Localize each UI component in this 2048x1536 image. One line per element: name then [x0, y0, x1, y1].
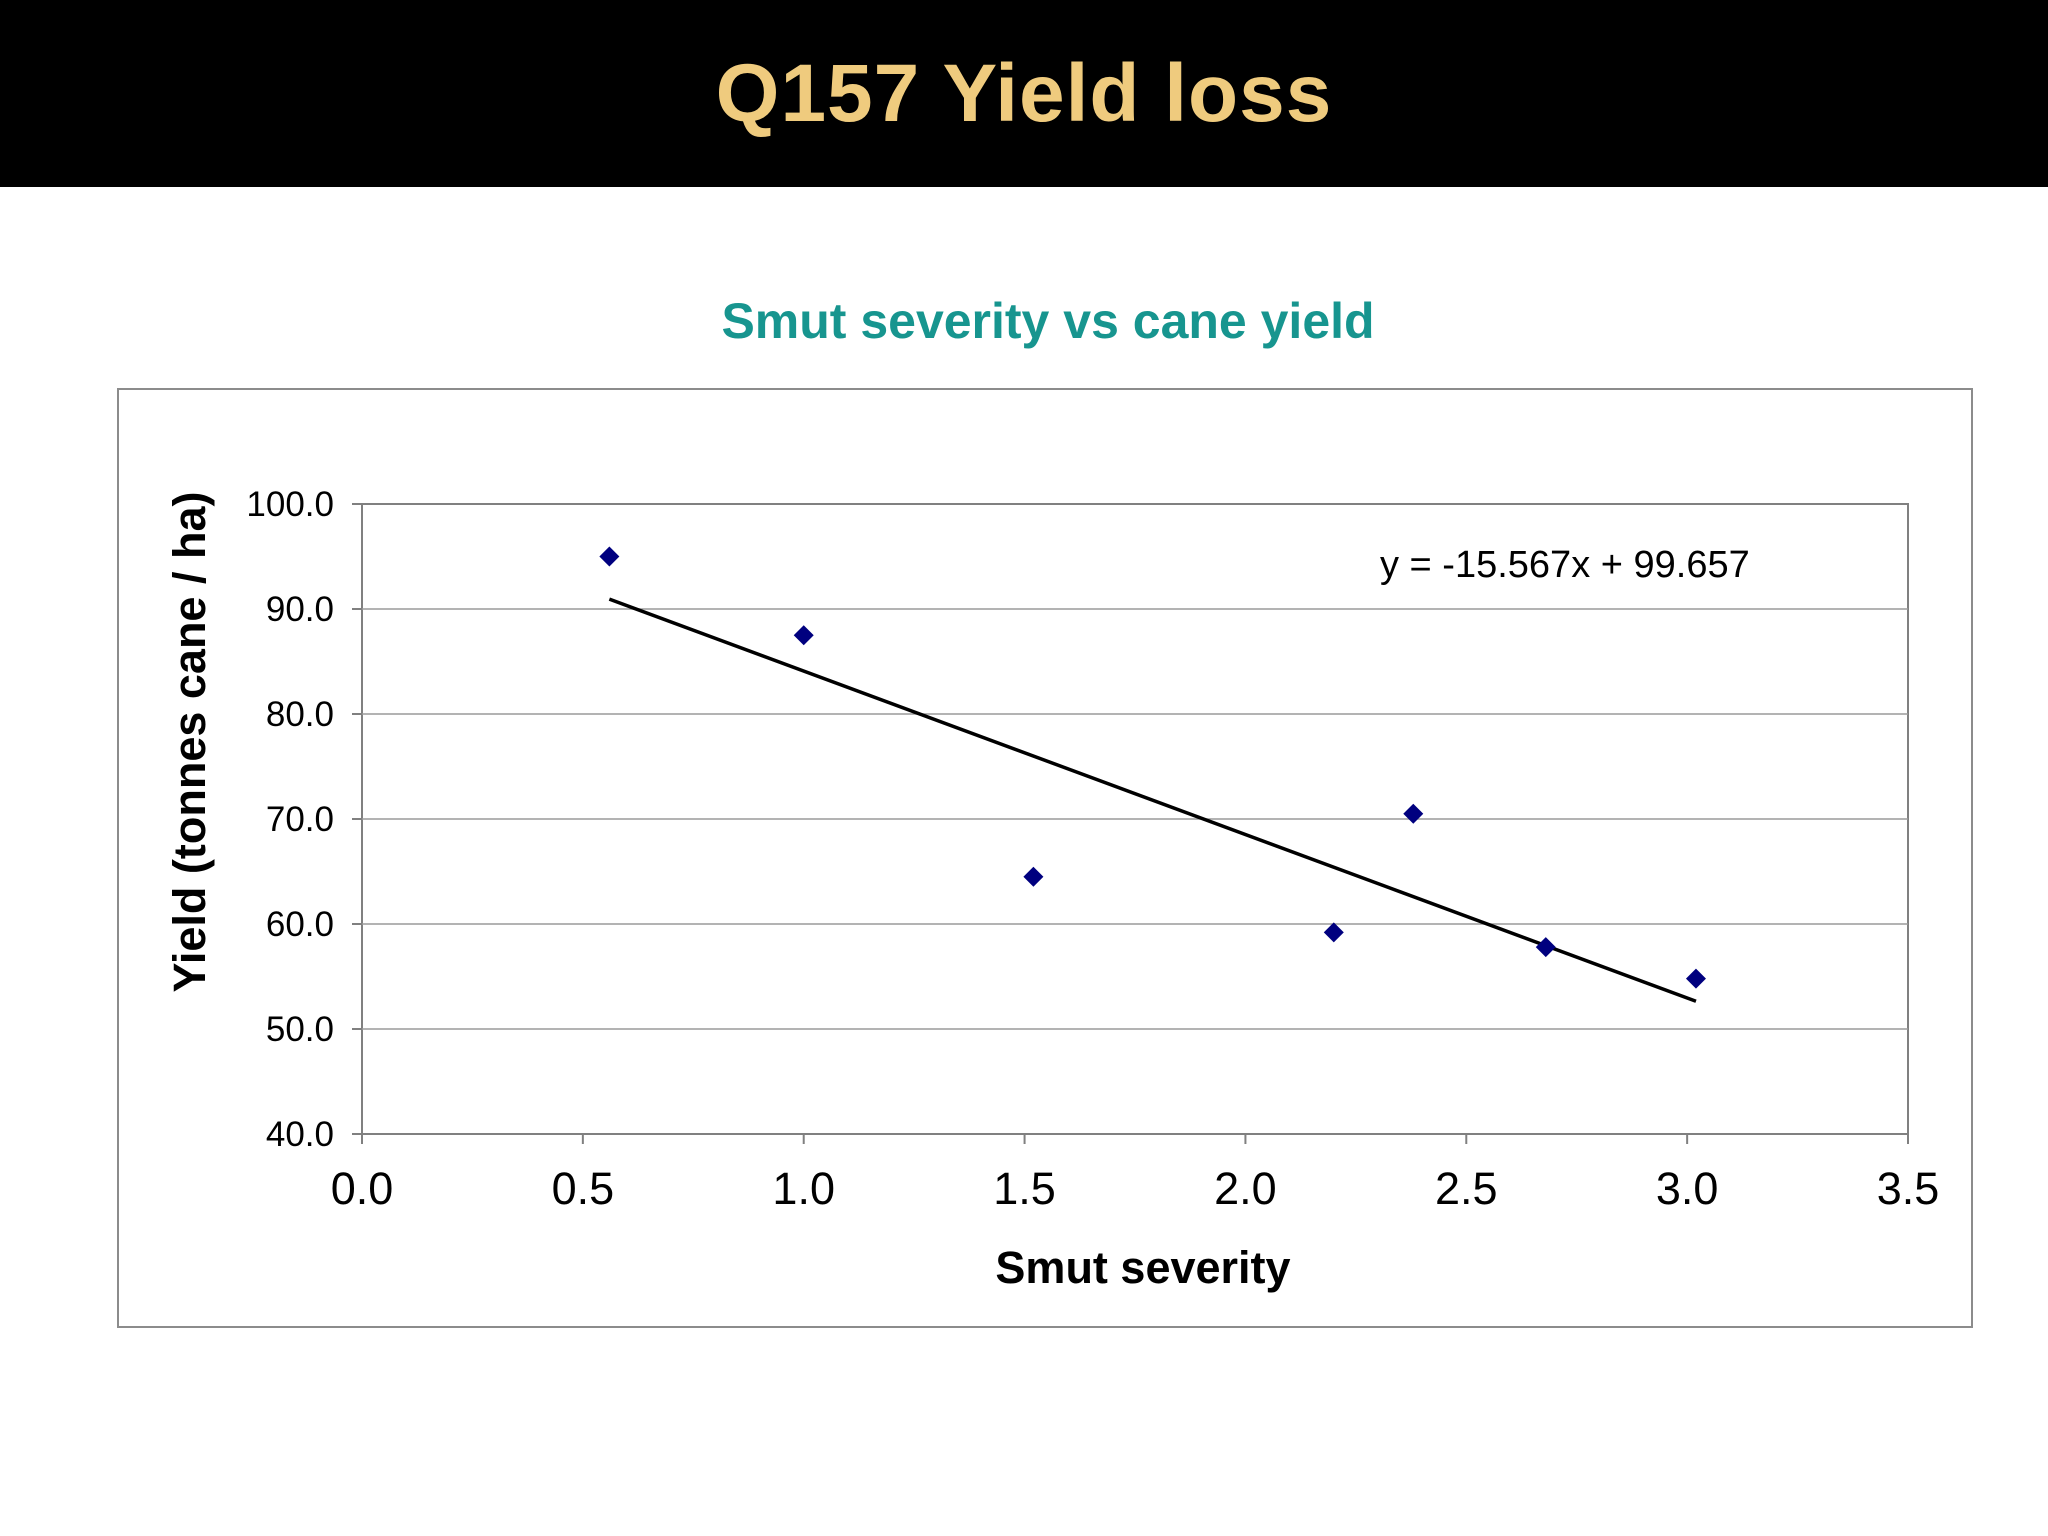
data-point — [1535, 937, 1556, 958]
data-point — [1023, 866, 1044, 887]
y-tick-label: 100.0 — [246, 485, 334, 524]
chart-title: Smut severity vs cane yield — [721, 293, 1375, 349]
x-tick-label: 2.0 — [1214, 1163, 1277, 1214]
x-tick-label: 1.5 — [993, 1163, 1056, 1214]
data-point — [1685, 968, 1706, 989]
y-axis-label: Yield (tonnes cane / ha) — [164, 492, 215, 993]
data-point — [1323, 922, 1344, 943]
x-axis-ticks: 0.0 0.5 1.0 1.5 2.0 2.5 3.0 3.5 — [331, 1134, 1940, 1214]
data-points — [599, 546, 1706, 989]
data-point — [599, 546, 620, 567]
x-tick-label: 3.0 — [1656, 1163, 1719, 1214]
x-axis-label: Smut severity — [995, 1242, 1290, 1293]
data-point — [1403, 803, 1424, 824]
slide-header: Q157 Yield loss — [0, 0, 2048, 187]
x-tick-label: 0.0 — [331, 1163, 394, 1214]
y-tick-label: 70.0 — [266, 800, 334, 839]
x-tick-label: 0.5 — [552, 1163, 615, 1214]
y-tick-label: 40.0 — [266, 1115, 334, 1154]
data-point — [793, 625, 814, 646]
y-axis-ticks: 40.0 50.0 60.0 70.0 80.0 90.0 100.0 — [246, 485, 362, 1154]
y-tick-label: 60.0 — [266, 905, 334, 944]
y-tick-label: 50.0 — [266, 1010, 334, 1049]
trendline — [608, 597, 1697, 1003]
trendline-equation: y = -15.567x + 99.657 — [1380, 544, 1750, 586]
x-tick-label: 3.5 — [1877, 1163, 1940, 1214]
x-tick-label: 2.5 — [1435, 1163, 1498, 1214]
y-tick-label: 80.0 — [266, 695, 334, 734]
slide-title: Q157 Yield loss — [715, 47, 1333, 139]
y-tick-label: 90.0 — [266, 590, 334, 629]
gridlines — [362, 608, 1908, 1030]
x-tick-label: 1.0 — [772, 1163, 835, 1214]
